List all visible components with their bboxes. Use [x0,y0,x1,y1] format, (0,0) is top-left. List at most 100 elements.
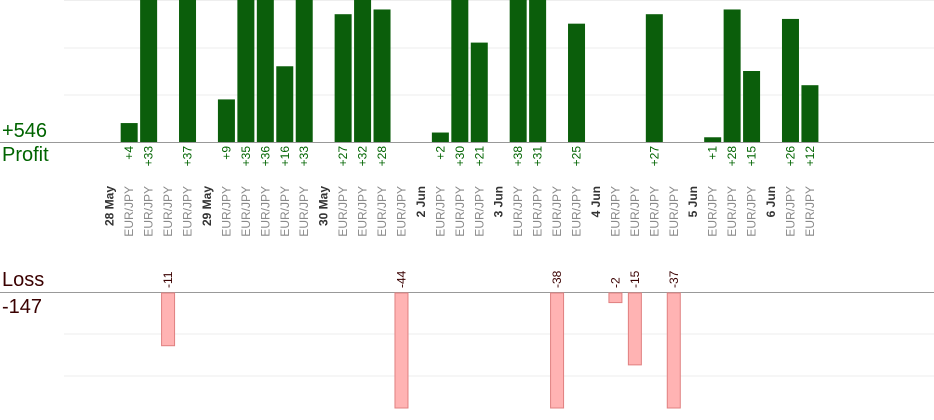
date-label: 4 Jun [589,186,603,217]
profit-value-label: +4 [122,146,136,160]
symbol-label: EUR/JPY [453,186,467,237]
loss-value-label: -38 [550,270,564,288]
symbol-label: EUR/JPY [375,186,389,237]
loss-value-label: -44 [394,270,408,288]
loss-label: Loss [2,269,45,291]
profit-value-label: +16 [278,146,292,167]
profit-value-label: +30 [453,146,467,167]
symbol-label: EUR/JPY [297,186,311,237]
profit-value-label: +28 [375,146,389,167]
profit-bar [451,0,469,142]
symbol-label: EUR/JPY [278,186,292,237]
profit-value-label: +27 [647,146,661,167]
profit-value-label: +21 [472,146,486,167]
symbol-label: EUR/JPY [394,186,408,237]
loss-total: -147 [2,296,43,318]
profit-value-label: +33 [297,146,311,167]
profit-value-label: +36 [258,146,272,167]
symbol-label: EUR/JPY [570,186,584,237]
profit-label: Profit [2,144,49,166]
profit-bar [276,66,294,142]
profit-value-label: +31 [531,146,545,167]
loss-bar [550,292,565,409]
date-label: 2 Jun [414,186,428,217]
profit-bar [470,42,488,142]
symbol-label: EUR/JPY [219,186,233,237]
loss-bar [608,292,623,304]
symbol-label: EUR/JPY [472,186,486,237]
profit-value-label: +15 [745,146,759,167]
symbol-label: EUR/JPY [258,186,272,237]
date-label: 3 Jun [492,186,506,217]
profit-value-label: +1 [706,146,720,160]
profit-bar [645,14,663,143]
profit-bar [781,18,799,142]
loss-bar [394,292,409,409]
profit-value-label: +28 [725,146,739,167]
date-label: 30 May [317,186,331,226]
profit-value-label: +37 [181,146,195,167]
profit-bar [334,14,352,143]
symbol-label: EUR/JPY [239,186,253,237]
profit-bar [354,0,372,142]
symbol-label: EUR/JPY [433,186,447,237]
profit-bar [295,0,313,142]
symbol-label: EUR/JPY [608,186,622,237]
symbol-label: EUR/JPY [803,186,817,237]
profit-bar [217,99,235,142]
profit-value-label: +12 [803,146,817,167]
profit-value-label: +26 [783,146,797,167]
profit-value-label: +9 [219,146,233,160]
symbol-label: EUR/JPY [628,186,642,237]
profit-bar [704,137,722,142]
profit-bar [120,123,138,142]
profit-bar [373,9,391,143]
symbol-label: EUR/JPY [647,186,661,237]
profit-value-label: +25 [570,146,584,167]
profit-bar [529,0,547,142]
symbol-label: EUR/JPY [550,186,564,237]
profit-value-label: +32 [356,146,370,167]
date-label: 6 Jun [764,186,778,217]
symbol-label: EUR/JPY [667,186,681,237]
profit-value-label: +35 [239,146,253,167]
loss-value-label: -11 [161,271,175,288]
profit-value-label: +38 [511,146,525,167]
symbol-label: EUR/JPY [783,186,797,237]
profit-bar [568,23,586,143]
symbol-label: EUR/JPY [511,186,525,237]
profit-bar [256,0,274,142]
symbol-label: EUR/JPY [181,186,195,237]
profit-bar [509,0,527,142]
symbol-label: EUR/JPY [745,186,759,237]
loss-value-label: -15 [628,270,642,288]
symbol-label: EUR/JPY [706,186,720,237]
profit-total: +546 [2,120,48,142]
symbol-label: EUR/JPY [142,186,156,237]
profit-bar [140,0,158,142]
profit-value-label: +27 [336,146,350,167]
loss-bar [666,292,681,409]
profit-bar [179,0,197,142]
date-label: 29 May [200,186,214,226]
profit-bar [801,85,819,142]
loss-bar [627,292,642,366]
symbol-label: EUR/JPY [725,186,739,237]
date-label: 28 May [103,186,117,226]
date-label: 5 Jun [686,186,700,217]
profit-value-label: +33 [142,146,156,167]
loss-value-label: -2 [608,277,622,288]
symbol-label: EUR/JPY [531,186,545,237]
symbol-label: EUR/JPY [336,186,350,237]
profit-bar [237,0,255,142]
symbol-label: EUR/JPY [161,186,175,237]
symbol-label: EUR/JPY [122,186,136,237]
loss-bar [161,292,176,347]
profit-bar [431,132,449,142]
symbol-label: EUR/JPY [356,186,370,237]
loss-value-label: -37 [667,270,681,288]
profit-bar [743,71,761,142]
profit-value-label: +2 [433,146,447,160]
